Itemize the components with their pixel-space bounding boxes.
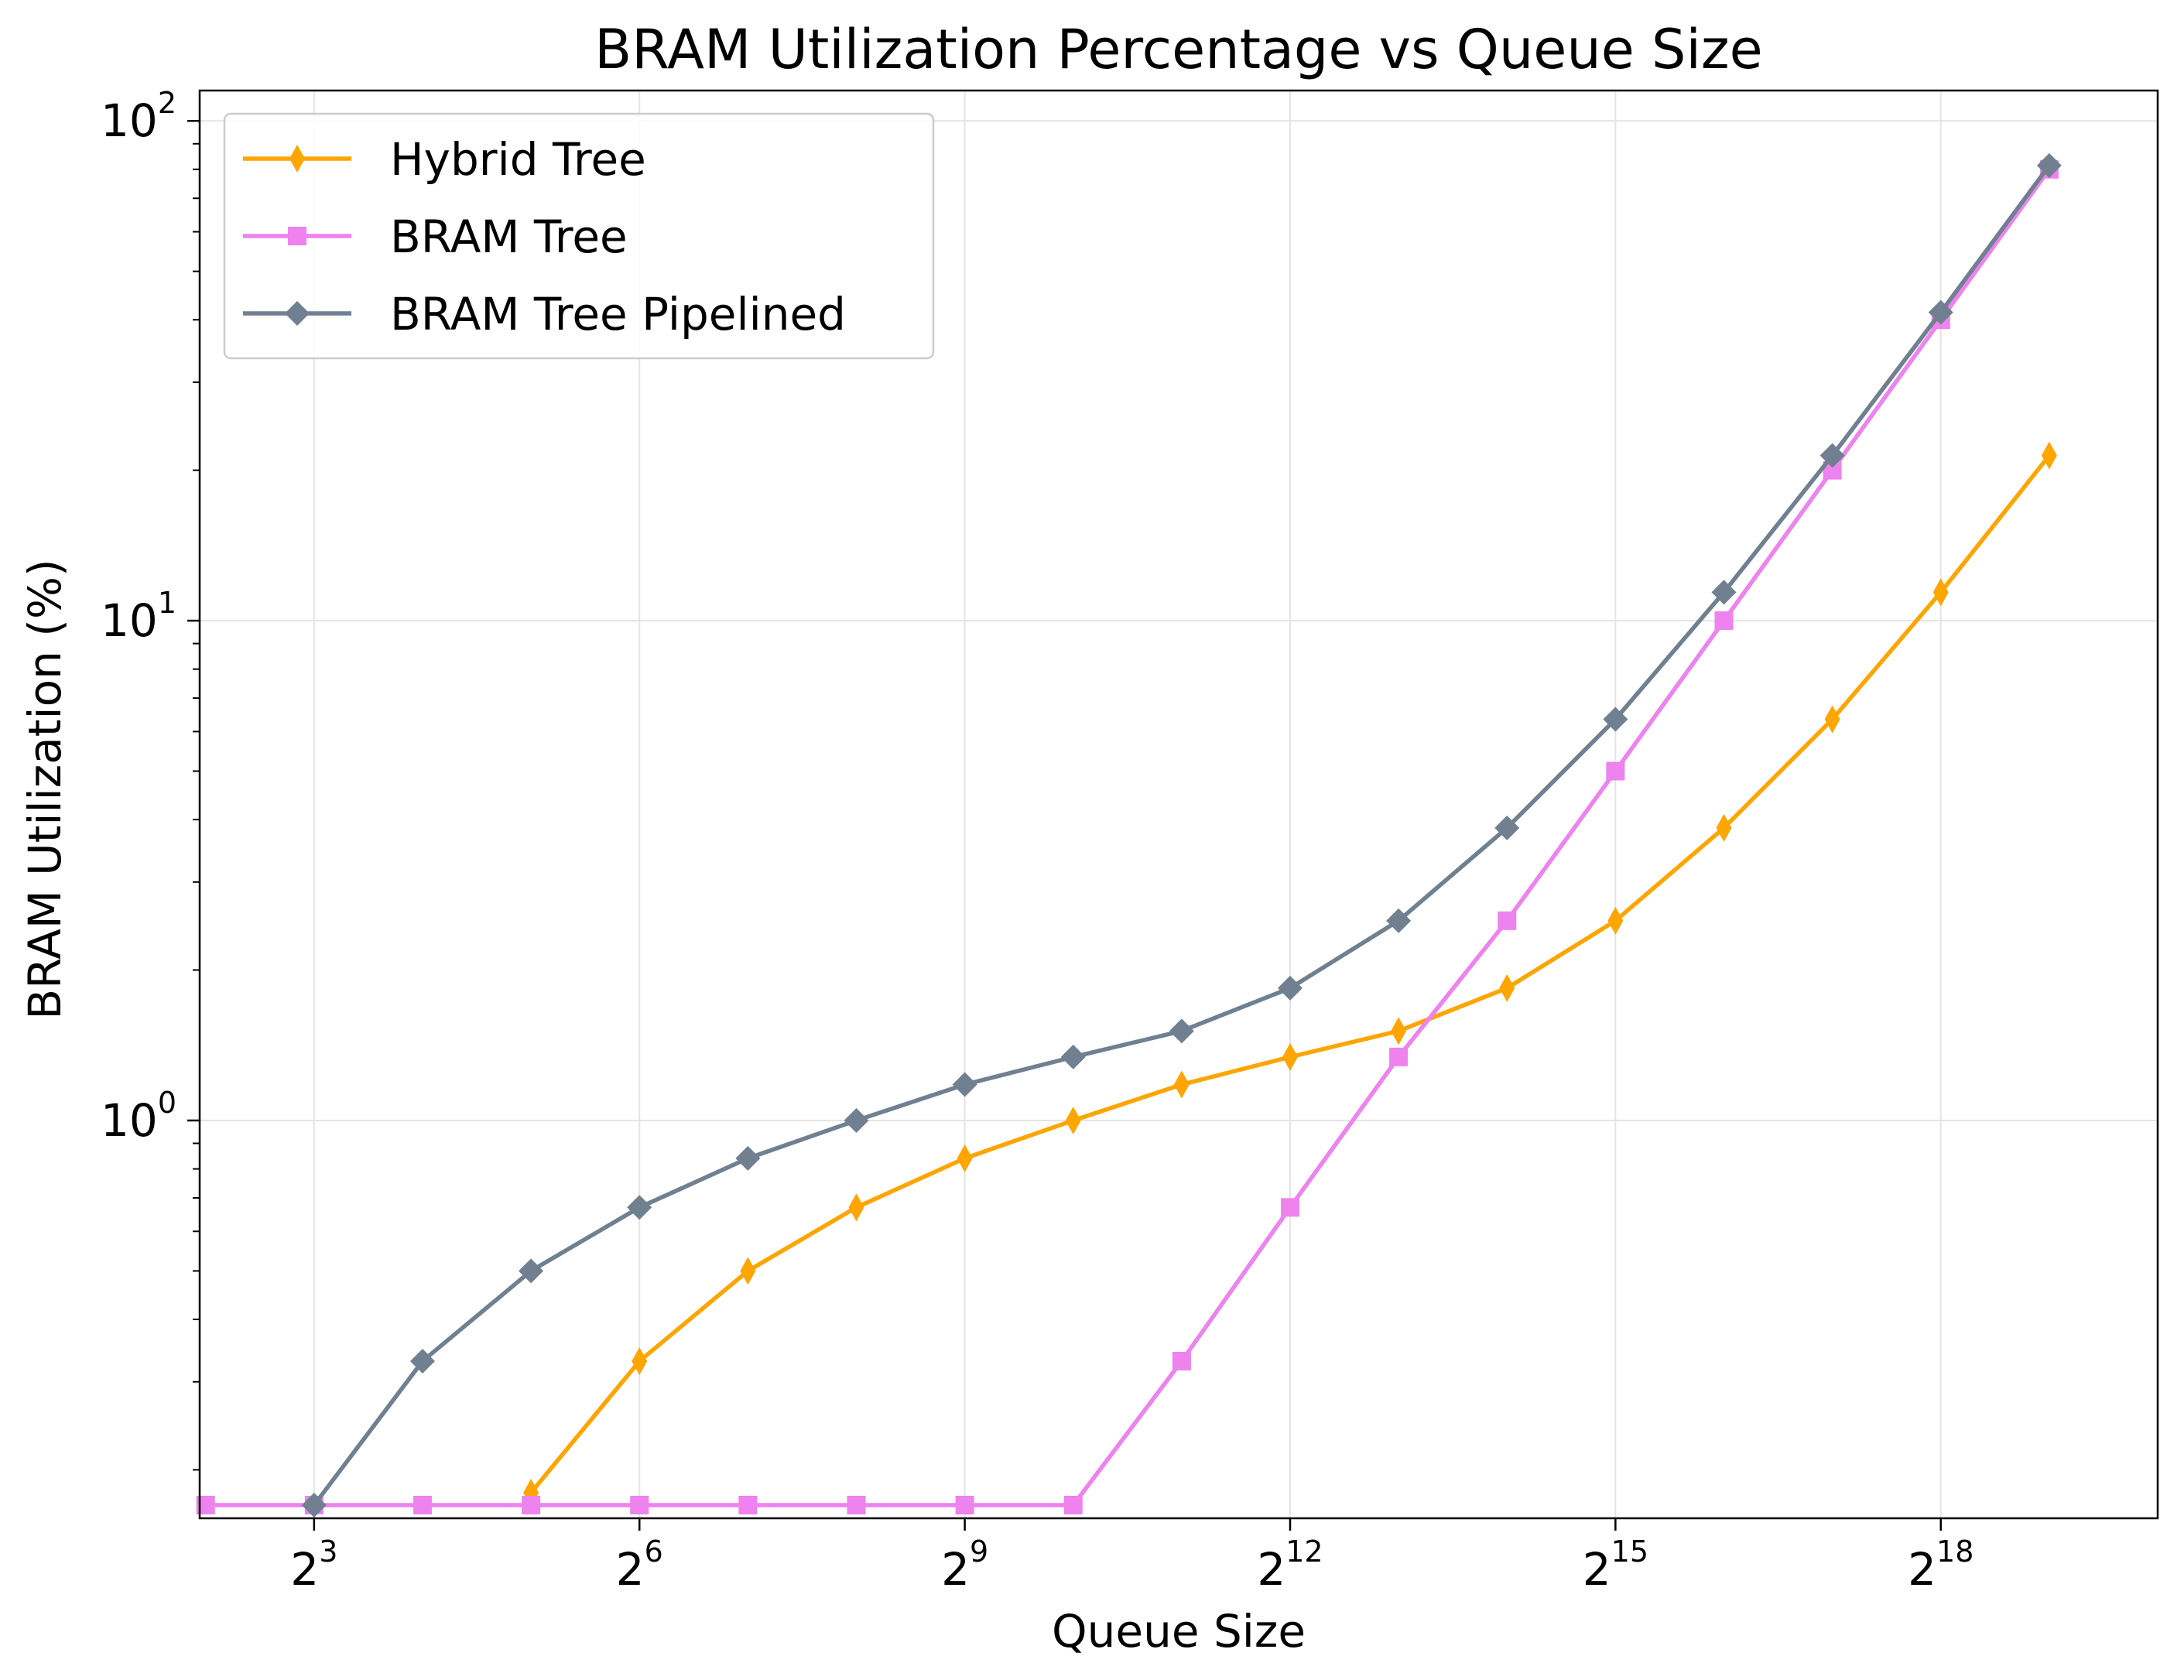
chart-title: BRAM Utilization Percentage vs Queue Siz… [594,18,1762,81]
x-tick-label: 215 [1583,1535,1648,1596]
x-tick-label: 218 [1908,1535,1973,1596]
legend-label: BRAM Tree Pipelined [390,288,846,340]
data-point [1498,911,1517,930]
y-tick-label: 100 [101,1086,176,1147]
x-axis-label: Queue Size [1052,1605,1306,1658]
data-point [2041,441,2057,470]
data-point [1389,1047,1409,1066]
data-point [1173,1070,1190,1099]
series-line [312,164,2052,1507]
data-point [848,1193,864,1222]
data-point [735,1145,761,1171]
data-point [1499,973,1515,1002]
data-point [1819,443,1845,468]
data-point [1928,299,1953,325]
data-point [1391,1017,1407,1045]
data-point [288,227,306,245]
data-point [1282,1042,1298,1071]
data-point [1063,1495,1083,1514]
data-point [1277,975,1303,1001]
data-point [1716,813,1732,842]
data-point [1714,611,1734,631]
data-point [2036,152,2062,178]
legend-box [223,112,935,360]
y-tick-label: 102 [101,86,176,147]
y-tick-label: 101 [101,586,176,647]
x-tick-label: 23 [290,1535,337,1596]
legend-item: BRAM Tree [243,210,628,263]
data-point [957,1144,973,1172]
x-tick-label: 26 [616,1535,663,1596]
series [196,159,2059,1514]
data-point [1172,1351,1191,1370]
series-line [205,168,2052,1507]
x-tick-label: 29 [941,1535,988,1596]
data-point [952,1072,977,1097]
legend-label: BRAM Tree [390,210,628,263]
data-point [1606,761,1625,781]
data-point [1824,705,1840,734]
data-point [301,1492,327,1517]
plot-frame [198,89,2159,1520]
data-point [1060,1044,1086,1069]
data-point [1603,707,1628,732]
data-point [844,1107,869,1133]
data-point [409,1348,435,1374]
data-point [285,301,310,326]
data-point [738,1495,758,1514]
data-point [630,1495,649,1514]
y-axis-ticks: 100 101 102 [101,86,200,1471]
y-axis-label: BRAM Utilization (%) [19,559,71,1019]
data-point [412,1495,432,1514]
x-axis-ticks: 23 26 29 212 215 218 [290,1518,1973,1596]
data-point [289,145,305,173]
data-point [955,1495,974,1514]
x-tick-label: 212 [1257,1535,1323,1596]
data-point [1711,580,1737,605]
legend-item: BRAM Tree Pipelined [243,288,846,340]
data-point [847,1495,866,1514]
legend: Hybrid Tree BRAM Tree BRAM Tree Pipelined [223,112,935,360]
data-point [519,1258,544,1284]
legend-label: Hybrid Tree [390,133,646,186]
legend-item: Hybrid Tree [243,133,646,186]
series-layer [196,152,2062,1517]
data-point [1280,1198,1299,1217]
data-point [1065,1106,1081,1134]
data-point [1607,906,1624,935]
data-point [632,1346,648,1375]
data-point [1932,578,1949,607]
data-point [1386,908,1412,933]
data-point [740,1257,756,1285]
data-point [522,1495,541,1514]
data-point [627,1195,652,1220]
series [301,152,2062,1517]
data-point [1169,1018,1194,1044]
data-point [1494,815,1520,840]
